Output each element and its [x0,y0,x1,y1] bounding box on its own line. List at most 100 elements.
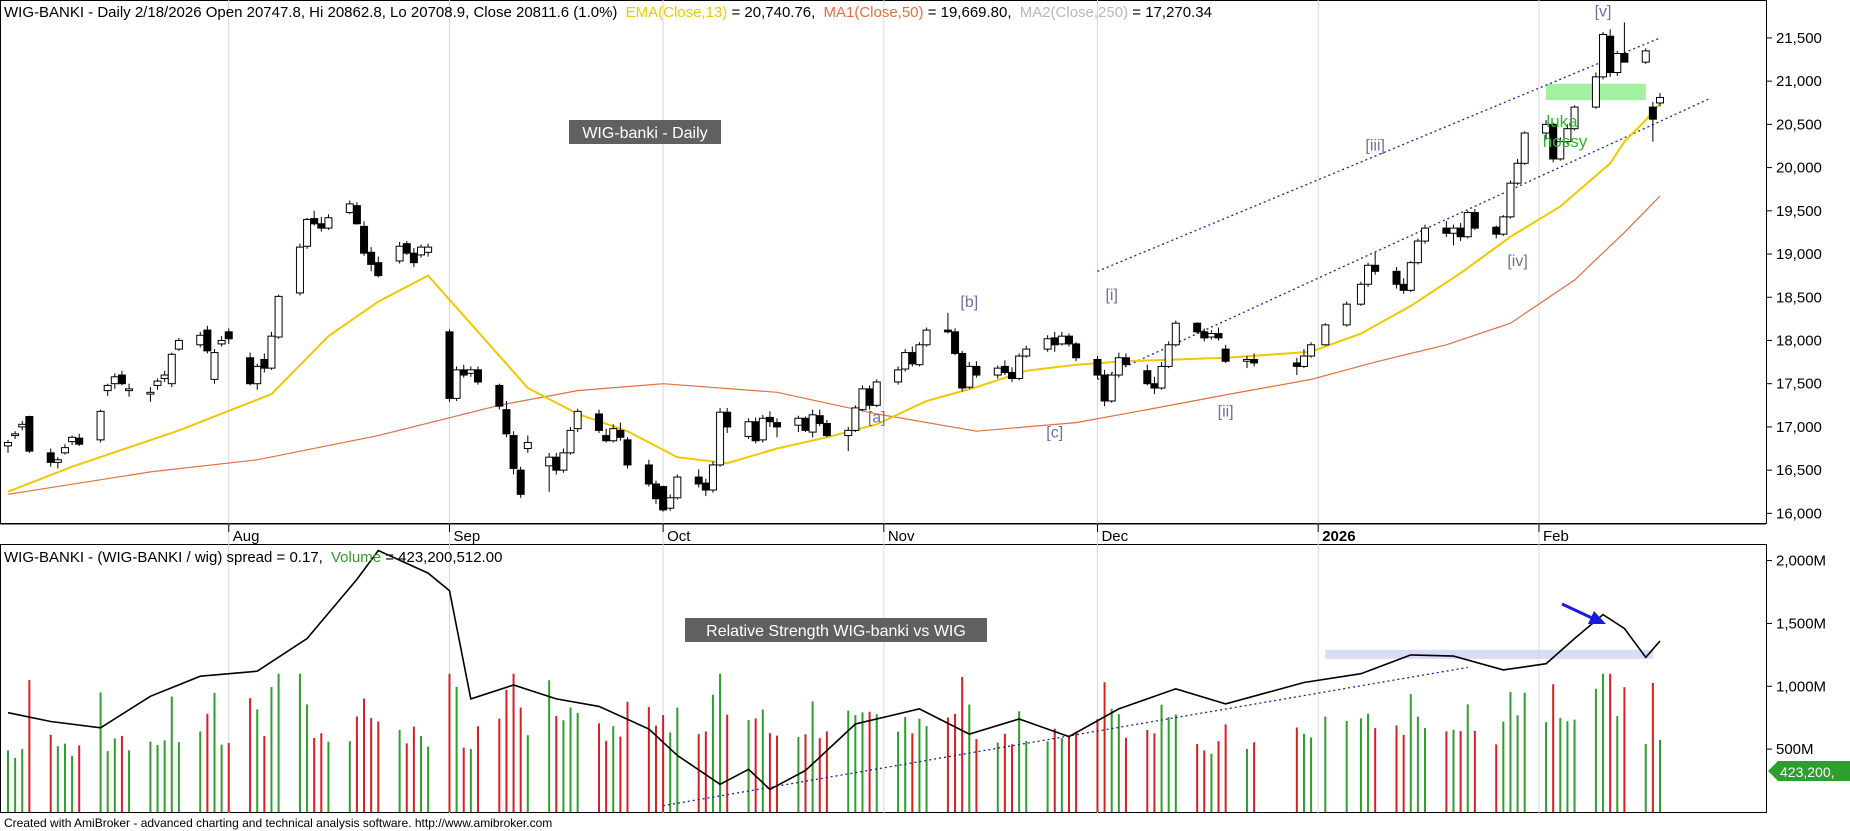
candle [666,494,675,511]
candle [509,431,518,475]
candle [958,350,967,392]
price-y-tick-label: 16,500 [1776,462,1822,479]
candle [1492,225,1501,239]
candle [68,435,77,446]
month-tick-label: Aug [233,528,260,545]
gap-label-line1: luka [1546,112,1578,131]
volume-legend: Volume [331,549,381,566]
candle [523,435,532,453]
channel-upper-line [1097,37,1661,272]
candle [851,405,860,433]
candle [559,448,568,473]
price-chart-title-box: WIG-banki - Daily [569,120,721,144]
month-tick-label: Sep [453,528,480,545]
candle [723,407,732,433]
candle [60,444,69,455]
candle [160,370,169,382]
candle [18,420,27,431]
candle [1591,72,1600,109]
candle [644,459,653,487]
candle [1413,238,1422,265]
candle [1243,356,1251,369]
candle [573,408,582,433]
wave-labels: [a] [b] [c] [i] [ii] [iii] [iv] [v] [868,3,1612,441]
candle [1342,301,1351,327]
candle [1093,356,1102,379]
candle [516,466,525,498]
candle [274,294,283,339]
candle [872,379,881,408]
wave-label: [a] [868,410,886,427]
candle [367,247,376,272]
ma1-legend-value: = 19,669.80, [924,4,1012,21]
ma50-line [7,195,1661,495]
price-y-tick-label: 21,500 [1776,30,1822,47]
channel-lower-line [1097,97,1711,380]
candle [1449,224,1458,246]
candle [1606,29,1615,77]
candles [4,22,1664,512]
candle [822,420,831,438]
candle [1143,364,1152,386]
wave-label: [v] [1595,3,1612,20]
price-header-ohlc: WIG-BANKI - Daily 2/18/2026 Open 20747.8… [4,4,617,21]
candle [1221,344,1230,363]
candle [1442,221,1451,237]
ma2-legend: MA2(Close,250) [1020,4,1128,21]
candle [110,373,119,389]
candle [53,457,62,469]
candle [417,244,425,258]
price-header: WIG-BANKI - Daily 2/18/2026 Open 20747.8… [4,4,1212,21]
candle [324,214,333,230]
candle [260,353,269,373]
candle [117,370,126,386]
candle [694,469,703,488]
candle [566,426,575,455]
price-y-tick-label: 16,000 [1776,505,1822,522]
candle [673,474,682,500]
candle [1015,353,1024,381]
price-x-axis: Aug Sep Oct Nov Dec 2026 Feb [0,523,1766,545]
trend-lines [662,37,1711,807]
spread-y-tick-label: 1,500M [1776,615,1826,632]
candle [1406,260,1415,293]
candle [203,325,212,354]
candle [424,243,433,257]
candle [965,362,974,389]
candle [1399,278,1408,294]
candle [409,247,418,267]
price-y-tick-label: 17,500 [1776,376,1822,393]
month-tick-label: 2026 [1322,528,1355,545]
volume-legend-value: = 423,200,512.00 [381,549,502,566]
price-grid [228,0,1540,813]
candle [545,452,554,492]
month-tick-label: Nov [888,528,915,545]
wave-label: [b] [960,294,978,311]
candle [1321,323,1330,346]
candle [801,416,810,433]
price-chart-title: WIG-banki - Daily [582,125,707,142]
candle [495,383,504,410]
spread-header: WIG-BANKI - (WIG-BANKI / wig) spread = 0… [4,549,502,566]
candle [1121,353,1130,367]
candle [1392,267,1401,289]
candle [1371,252,1380,275]
candle [1463,210,1472,239]
price-y-tick-label: 18,500 [1776,289,1822,306]
candle [75,433,84,446]
candle [146,387,155,402]
candle [267,331,276,370]
wave-label: [iv] [1507,253,1527,270]
candle [4,439,12,453]
price-y-axis: 21,500 21,000 20,500 20,000 19,500 19,000 18,5… [1766,30,1822,522]
price-y-tick-label: 20,000 [1776,160,1822,177]
candle [844,426,853,452]
candle [217,336,226,347]
candle [1613,50,1622,76]
candle [1456,222,1465,242]
down-arrow-icon [1561,602,1606,624]
relative-strength-line [7,549,1661,791]
candle [616,422,625,441]
candle [1620,22,1629,63]
candle [459,364,468,378]
